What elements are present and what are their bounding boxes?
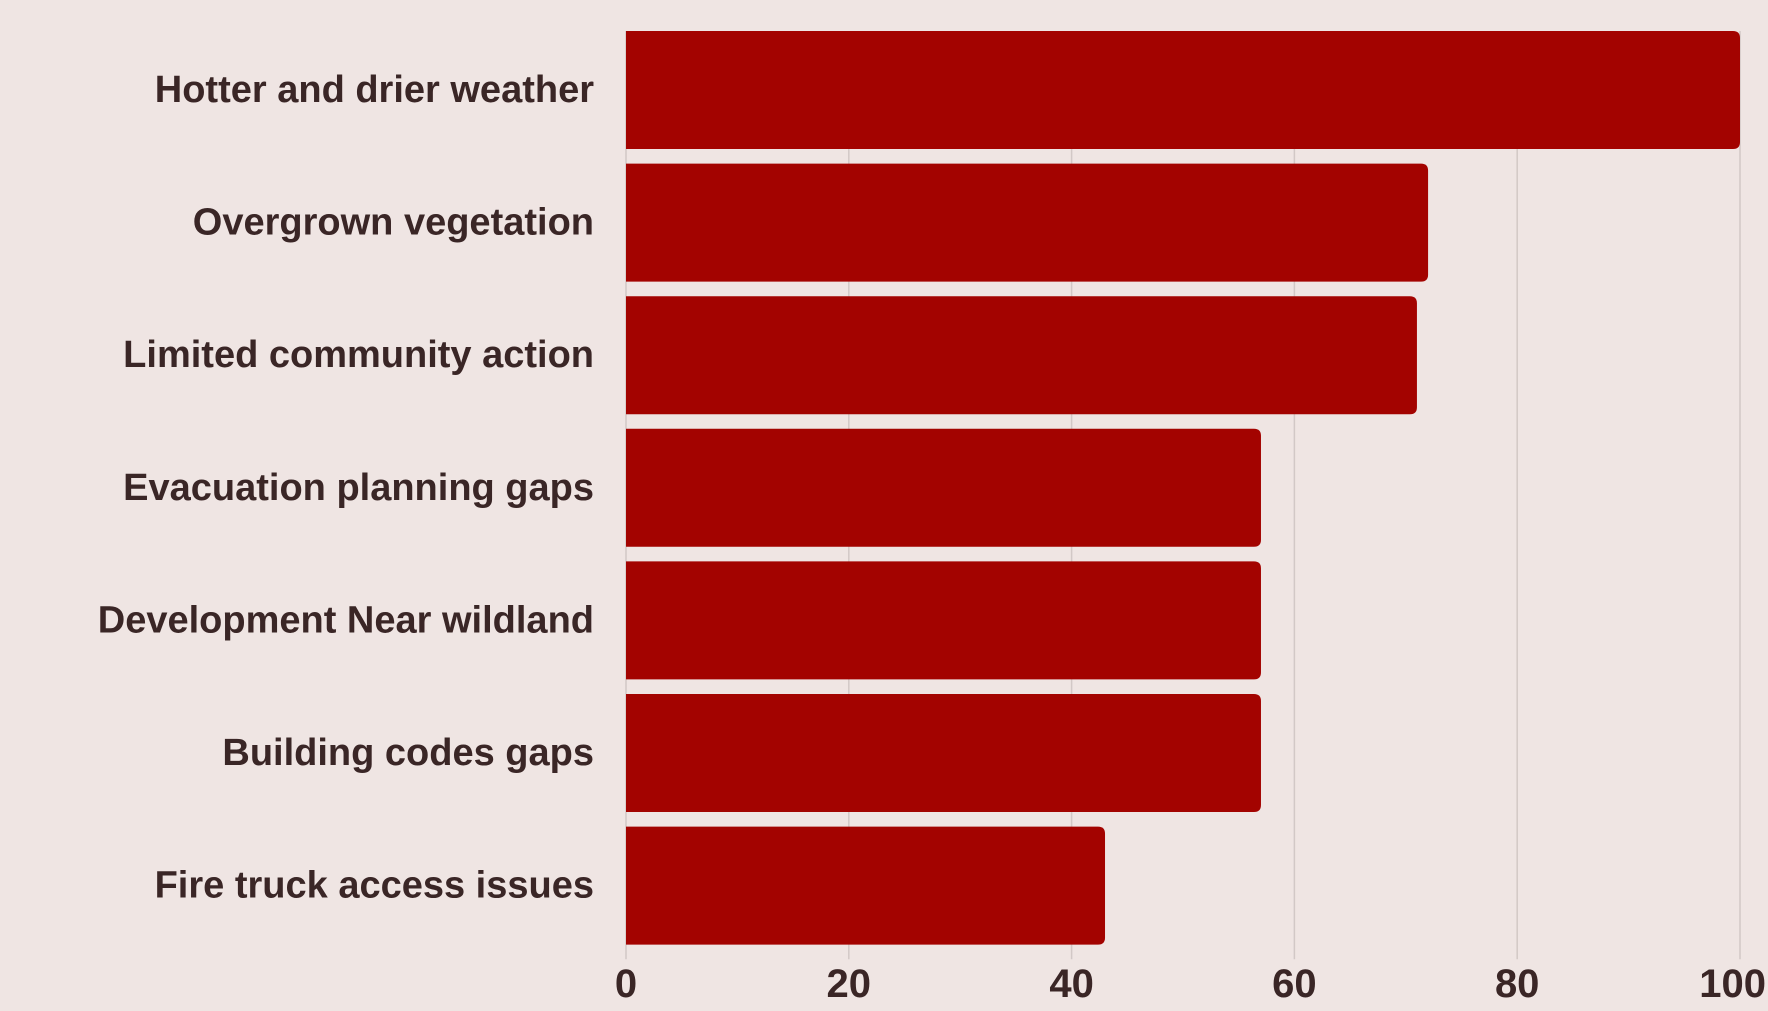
x-tick-label-0: 0 bbox=[615, 962, 637, 1006]
category-label-0: Hotter and drier weather bbox=[155, 69, 594, 111]
x-tick-label-40: 40 bbox=[1049, 962, 1094, 1006]
x-tick-label-20: 20 bbox=[827, 962, 872, 1006]
category-labels: Hotter and drier weather Overgrown vegeta… bbox=[98, 69, 594, 907]
x-tick-label-100: 100 bbox=[1699, 962, 1766, 1006]
bar-6 bbox=[626, 826, 1106, 945]
category-label-1: Overgrown vegetation bbox=[193, 202, 594, 244]
bar-1 bbox=[626, 163, 1429, 282]
x-axis-tick-labels: 0 20 40 60 80 100 bbox=[615, 962, 1766, 1006]
bar-3 bbox=[626, 428, 1261, 547]
category-label-5: Building codes gaps bbox=[222, 732, 594, 774]
bars bbox=[626, 31, 1740, 945]
x-tick-label-80: 80 bbox=[1495, 962, 1540, 1006]
category-label-4: Development Near wildland bbox=[98, 599, 594, 641]
category-label-2: Limited community action bbox=[123, 334, 594, 376]
category-label-3: Evacuation planning gaps bbox=[123, 467, 594, 509]
bar-5 bbox=[626, 694, 1261, 812]
category-label-6: Fire truck access issues bbox=[155, 865, 594, 907]
bar-4 bbox=[626, 561, 1261, 680]
bar-0 bbox=[626, 31, 1740, 149]
x-tick-label-60: 60 bbox=[1272, 962, 1317, 1006]
bar-2 bbox=[626, 296, 1417, 415]
